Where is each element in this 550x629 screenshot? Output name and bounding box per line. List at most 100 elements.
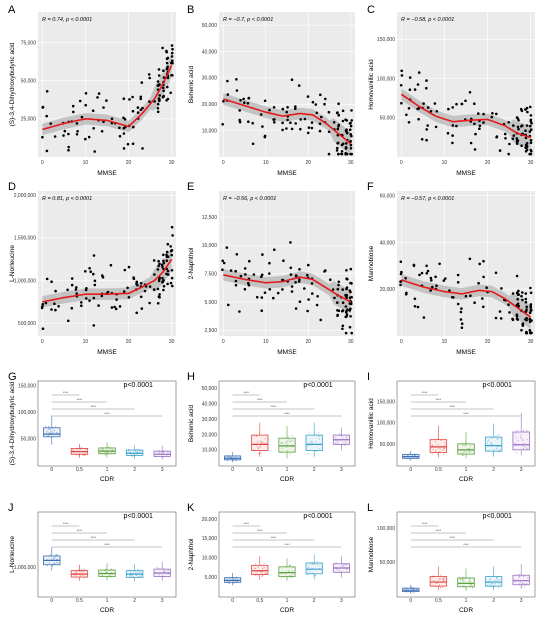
scatter-point [87,135,91,139]
jitter-point [340,572,342,574]
scatter-point [459,318,463,321]
jitter-point [79,575,81,577]
jitter-point [110,568,112,570]
jitter-point [489,580,491,582]
jitter-point [281,452,283,454]
jitter-point [524,586,526,588]
scatter-point [349,124,353,128]
box-2 [305,434,323,451]
scatter-point [80,301,83,304]
scatter-point [400,74,404,77]
scatter-point [62,134,65,137]
scatter-point [306,131,310,135]
jitter-point [258,452,260,455]
jitter-point [252,449,254,451]
scatter-point [442,279,446,282]
scatter-point [456,302,460,306]
scatter-point [286,118,289,122]
jitter-point [315,450,318,452]
scatter-point [315,303,319,307]
x-tick-label: 10 [263,339,269,345]
jitter-point [313,575,315,577]
scatter-point [63,129,67,133]
jitter-point [461,454,464,457]
y-tick-label: 25,000 [21,117,37,123]
panel-letter: E [187,181,194,193]
scatter-point [165,259,169,263]
jitter-point [167,451,169,453]
significance-label: **** [284,543,290,547]
panel-c: C R = −0.58, p < 0.0001 0 10 20 30 50,000 100,0… [367,4,535,177]
jitter-point [288,570,290,573]
jitter-point [316,564,318,566]
jitter-point [56,432,58,434]
scatter-point [260,296,264,299]
jitter-point [407,457,409,459]
jitter-point [260,452,262,454]
scatter-point [123,268,127,272]
scatter-point [294,107,297,110]
scatter-point [399,283,402,287]
y-axis-title: Behenic acid [188,405,195,443]
scatter-point [530,122,533,125]
jitter-point [112,569,114,571]
p-value: p<0.0001 [124,382,153,389]
jitter-point [78,454,80,456]
jitter-point [432,575,434,577]
jitter-point [469,579,471,582]
jitter-point [80,448,82,450]
jitter-point [490,586,492,588]
jitter-point [307,453,309,455]
jitter-point [255,435,257,437]
jitter-point [156,567,158,569]
jitter-point [254,567,256,570]
scatter-point [136,106,140,109]
scatter-point [75,292,78,295]
jitter-point [491,443,493,445]
jitter-point [345,563,347,565]
scatter-point [102,120,105,123]
jitter-point [497,450,500,453]
jitter-point [522,430,524,432]
jitter-point [489,578,491,580]
scatter-point [54,289,57,293]
scatter-point [109,263,113,267]
scatter-point [516,291,519,295]
scatter-point [530,128,533,131]
jitter-point [130,574,132,576]
jitter-point [263,566,265,569]
x-tick-label: 1 [286,598,289,604]
y-tick-label: 500,000 [18,321,36,327]
scatter-point [169,249,173,253]
jitter-point [435,449,437,451]
scatter-point [157,295,161,299]
scatter-point [314,103,318,106]
scatter-point [425,128,429,131]
jitter-point [76,454,78,456]
jitter-point [134,569,136,572]
jitter-point [135,571,137,574]
jitter-point [284,573,286,575]
jitter-point [256,446,258,448]
scatter-point [316,295,319,298]
scatter-point [344,305,348,308]
jitter-point [156,451,158,453]
jitter-point [259,440,261,442]
scatter-point [315,111,319,115]
significance-label: **** [436,529,442,533]
scatter-point [139,295,143,299]
scatter-point [400,69,404,73]
jitter-point [412,590,414,593]
scatter-point [161,280,164,284]
jitter-point [460,453,462,455]
jitter-point [319,435,321,437]
scatter-point [259,113,263,116]
scatter-point [464,294,468,298]
jitter-point [82,454,84,456]
jitter-point [107,453,109,455]
scatter-point [72,110,75,114]
scatter-point [281,121,284,125]
scatter-point [478,262,482,266]
scatter-point [404,276,407,280]
jitter-point [157,567,159,569]
